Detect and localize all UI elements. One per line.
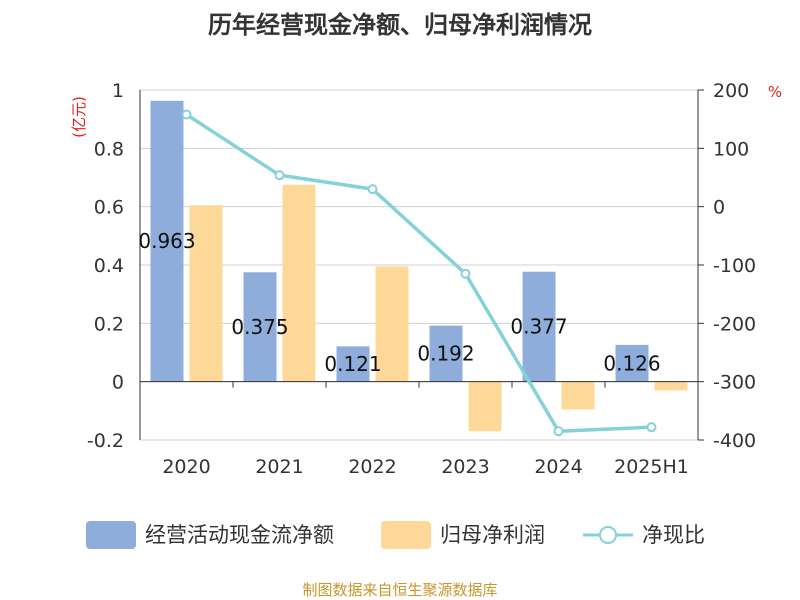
right-tick-label: 0 — [713, 197, 725, 219]
ratio-point — [460, 268, 471, 279]
ratio-line-path — [185, 113, 652, 433]
left-tick-label: 0 — [112, 372, 124, 394]
bar-cashflow — [336, 346, 370, 382]
left-axis-unit: (亿元) — [70, 96, 88, 138]
ratio-point — [274, 170, 285, 181]
legend: 经营活动现金流净额 归母净利润 净现比 — [86, 521, 705, 549]
bar-cashflow — [429, 325, 463, 382]
ratio-point — [367, 184, 378, 195]
source-note: 制图数据来自恒生聚源数据库 — [302, 581, 497, 599]
right-axis-unit: % — [768, 83, 782, 101]
left-tick-label: 1 — [112, 80, 124, 102]
left-tick-label: 0.2 — [94, 313, 124, 335]
data-label-cashflow: 0.375 — [231, 315, 288, 339]
bar-net-profit — [468, 381, 502, 432]
legend-label-ratio: 净现比 — [642, 523, 705, 547]
left-tick-label: 0.8 — [94, 138, 124, 160]
data-labels: 0.963 0.375 0.121 0.192 0.377 0.126 — [138, 229, 660, 376]
left-tick-label: 0.4 — [94, 255, 124, 277]
left-axis-ticks: -0.2 0 0.2 0.4 0.6 0.8 1 — [87, 80, 124, 452]
bar-net-profit — [561, 381, 595, 410]
data-label-cashflow: 0.192 — [417, 342, 474, 366]
bar-cashflow — [243, 272, 277, 382]
category-label: 2025H1 — [614, 456, 689, 478]
right-tick-label: -400 — [713, 430, 756, 452]
legend-swatch-cashflow — [86, 521, 136, 549]
category-labels: 2020 2021 2022 2023 2024 2025H1 — [162, 456, 689, 478]
data-label-cashflow: 0.963 — [138, 229, 195, 253]
chart-title: 历年经营现金净额、归母净利润情况 — [208, 11, 592, 39]
bars — [150, 100, 688, 432]
legend-label-net-profit: 归母净利润 — [440, 523, 545, 547]
bar-net-profit — [375, 266, 409, 382]
data-label-cashflow: 0.121 — [324, 352, 381, 376]
left-tick-label: -0.2 — [87, 430, 124, 452]
ratio-line — [181, 109, 657, 437]
data-label-cashflow: 0.377 — [510, 315, 567, 339]
right-tick-label: -200 — [713, 313, 756, 335]
legend-swatch-net-profit — [381, 521, 431, 549]
right-tick-label: -100 — [713, 255, 756, 277]
left-tick-label: 0.6 — [94, 197, 124, 219]
ratio-point — [646, 422, 657, 433]
right-tick-label: 200 — [713, 80, 749, 102]
right-axis-ticks: -400 -300 -200 -100 0 100 200 — [698, 80, 756, 452]
ratio-point — [181, 109, 192, 120]
bar-net-profit — [282, 184, 316, 382]
legend-marker-ratio — [599, 526, 617, 544]
bar-cashflow — [522, 271, 556, 382]
category-label: 2021 — [255, 456, 303, 478]
bar-cashflow — [150, 100, 184, 382]
axes — [139, 90, 699, 440]
category-label: 2024 — [534, 456, 582, 478]
right-tick-label: -300 — [713, 372, 756, 394]
data-label-cashflow: 0.126 — [603, 351, 660, 375]
bar-net-profit — [654, 381, 688, 391]
right-tick-label: 100 — [713, 138, 749, 160]
legend-label-cashflow: 经营活动现金流净额 — [145, 523, 334, 547]
category-label: 2020 — [162, 456, 210, 478]
bar-cashflow — [615, 344, 649, 382]
ratio-point — [553, 426, 564, 437]
category-label: 2022 — [348, 456, 396, 478]
bar-net-profit — [189, 205, 223, 382]
category-label: 2023 — [441, 456, 489, 478]
